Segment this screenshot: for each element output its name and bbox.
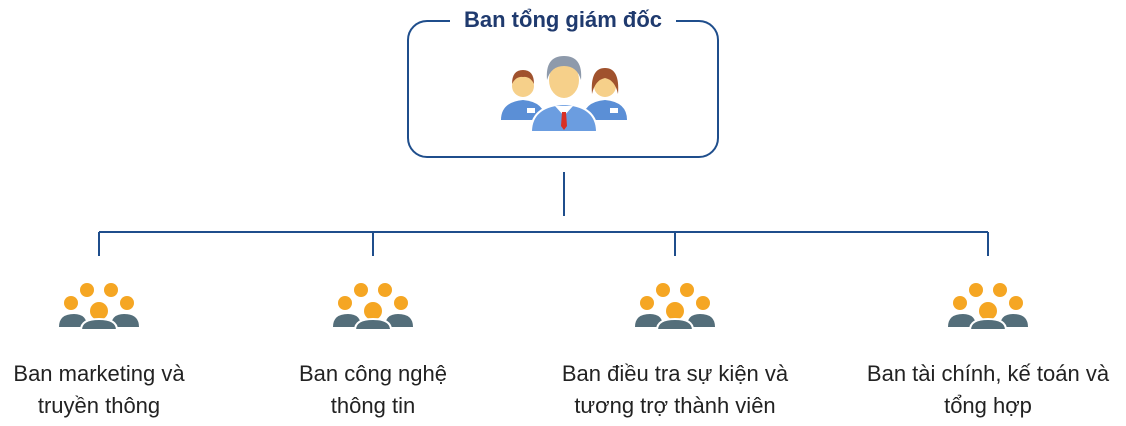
executive-left-person <box>501 70 545 120</box>
group-people-icon <box>948 283 1028 330</box>
group-people-icon-shapes <box>948 283 1028 330</box>
group-people-icon-shapes <box>635 283 715 330</box>
department-label-line2: tổng hợp <box>944 393 1032 418</box>
department-label-line2: truyền thông <box>37 393 161 418</box>
executive-right-person <box>583 68 627 120</box>
department-label: Ban tài chính, kế toán và tổng hợp <box>838 358 1126 422</box>
group-people-icon-shapes <box>59 283 139 330</box>
department-label: Ban điều tra sự kiện và tương trợ thành … <box>525 358 825 422</box>
department-label-line1: Ban tài chính, kế toán và <box>866 361 1110 386</box>
group-people-icon-shapes <box>333 283 413 330</box>
department-label: Ban công nghệ thông tin <box>223 358 523 422</box>
group-people-icon <box>59 283 139 330</box>
executive-board-title: Ban tổng giám đốc <box>450 6 676 34</box>
executive-center-person <box>529 56 599 132</box>
department-label-line1: Ban điều tra sự kiện và <box>561 361 789 386</box>
department-label: Ban marketing và truyền thông <box>0 358 249 422</box>
department-label-line2: tương trợ thành viên <box>574 393 776 418</box>
department-label-line1: Ban công nghệ <box>298 361 448 386</box>
executive-team-icon <box>501 56 627 132</box>
group-people-icon <box>333 283 413 330</box>
department-label-line2: thông tin <box>330 393 416 418</box>
department-label-line1: Ban marketing và <box>13 361 185 386</box>
group-people-icon <box>635 283 715 330</box>
